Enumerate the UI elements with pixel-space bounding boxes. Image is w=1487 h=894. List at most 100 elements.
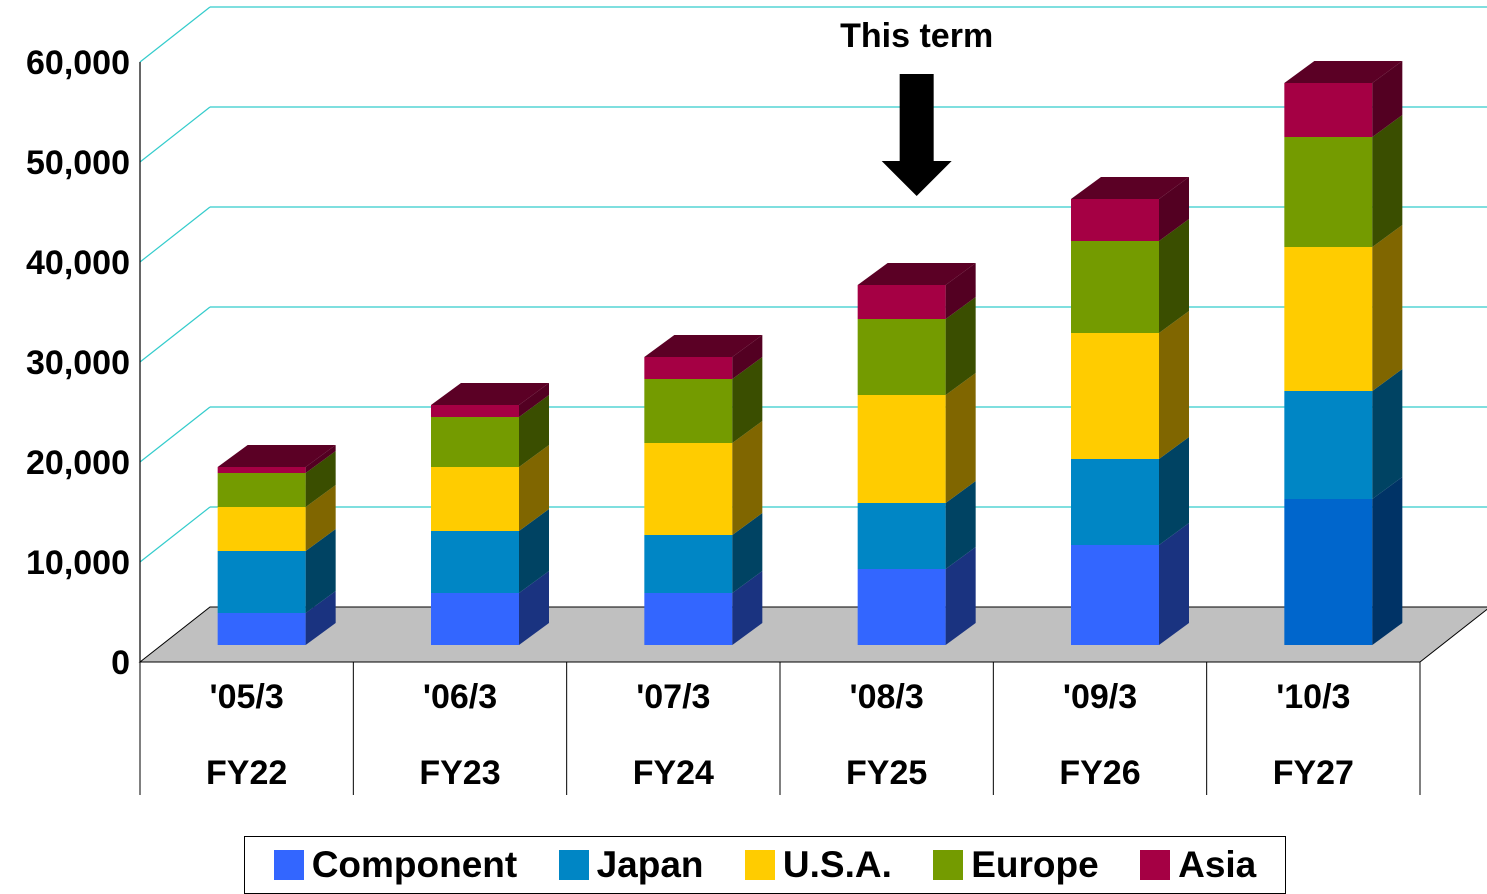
bar-front bbox=[644, 443, 733, 535]
gridline-side bbox=[139, 6, 211, 63]
bar-segment bbox=[644, 421, 763, 535]
bar-side bbox=[732, 571, 763, 645]
bar-front bbox=[431, 417, 519, 467]
legend-label: Component bbox=[311, 844, 518, 885]
bar-side bbox=[1372, 225, 1403, 391]
bar-front bbox=[1071, 241, 1159, 333]
annotation-label: This term bbox=[840, 17, 993, 55]
x-tick-label: '07/3 bbox=[636, 678, 710, 716]
bar-side bbox=[1372, 369, 1403, 499]
bar-front bbox=[1071, 333, 1159, 459]
bar-side bbox=[732, 513, 763, 593]
bar-side bbox=[1159, 177, 1189, 241]
bar-segment bbox=[1284, 477, 1403, 645]
bar-side bbox=[732, 357, 763, 443]
bar-side bbox=[305, 451, 336, 507]
x-tick-sublabel: FY22 bbox=[206, 754, 287, 792]
bar-front bbox=[1284, 247, 1373, 391]
legend-item: Component bbox=[273, 844, 518, 886]
annotation: This term bbox=[840, 17, 993, 196]
x-tick-label: '06/3 bbox=[423, 678, 497, 716]
y-axis: 0 10,000 20,000 30,000 40,000 50,000 60,000 bbox=[26, 44, 141, 682]
y-tick-label: 30,000 bbox=[26, 344, 130, 382]
bar-segment bbox=[431, 445, 549, 531]
bar-top bbox=[1071, 177, 1189, 199]
bar-front bbox=[1284, 391, 1373, 499]
bar-segment bbox=[1284, 61, 1403, 137]
bar-top bbox=[431, 383, 549, 405]
bar-front bbox=[857, 285, 946, 319]
bar-segment bbox=[1284, 115, 1403, 247]
bar-side bbox=[732, 335, 763, 379]
bar-segment bbox=[1284, 225, 1403, 391]
legend-label: Asia bbox=[1178, 844, 1257, 885]
bar-front bbox=[431, 531, 519, 593]
bar-segment bbox=[217, 529, 336, 613]
y-tick-label: 40,000 bbox=[26, 244, 130, 282]
bar-segment bbox=[1071, 219, 1189, 333]
bar-front bbox=[1284, 137, 1373, 247]
bar-segment bbox=[431, 571, 549, 645]
bar-segment bbox=[431, 395, 549, 467]
bar-side bbox=[1159, 311, 1189, 459]
bar-segment bbox=[431, 383, 549, 417]
legend-swatch bbox=[744, 850, 775, 880]
x-tick-label: '08/3 bbox=[850, 678, 924, 716]
bars-layer bbox=[217, 61, 1403, 645]
bar-side bbox=[1159, 437, 1189, 545]
legend-item: Europe bbox=[933, 844, 1099, 886]
gridline-side bbox=[139, 206, 211, 263]
x-axis: '05/3 FY22 '06/3 FY23 '07/3 FY24 '08/3 FY25 '09/… bbox=[139, 662, 1421, 795]
bar-top bbox=[217, 445, 336, 467]
legend-item: Asia bbox=[1140, 844, 1256, 886]
gridline-side bbox=[139, 406, 211, 463]
bar-side bbox=[1372, 477, 1403, 645]
bar-front bbox=[1284, 499, 1373, 645]
bar-segment bbox=[857, 481, 976, 569]
bar-front bbox=[217, 613, 306, 645]
bar-side bbox=[1372, 61, 1403, 137]
bar-front bbox=[644, 535, 733, 593]
legend-swatch bbox=[558, 850, 589, 880]
legend-label: Europe bbox=[971, 844, 1099, 885]
bar-front bbox=[431, 593, 519, 645]
y-tick-label: 10,000 bbox=[26, 544, 130, 582]
bar-segment bbox=[217, 451, 336, 507]
bar-segment bbox=[857, 547, 976, 645]
y-tick-label: 20,000 bbox=[26, 444, 130, 482]
bar-segment bbox=[644, 571, 763, 645]
bar-front bbox=[217, 507, 306, 551]
x-tick-sublabel: FY23 bbox=[419, 754, 500, 792]
bar-segment bbox=[857, 263, 976, 319]
x-tick-sublabel: FY24 bbox=[633, 754, 714, 792]
bar-front bbox=[1284, 83, 1373, 137]
bar-side bbox=[945, 373, 976, 503]
legend-label: U.S.A. bbox=[782, 844, 892, 885]
bar-top bbox=[1284, 61, 1403, 83]
bar-front bbox=[1071, 459, 1159, 545]
bar-side bbox=[945, 547, 976, 645]
grid-layer bbox=[139, 6, 1487, 563]
bar-segment bbox=[857, 373, 976, 503]
bar-side bbox=[1159, 523, 1189, 645]
x-tick-label: '10/3 bbox=[1276, 678, 1350, 716]
bar-front bbox=[217, 467, 306, 473]
bar-front bbox=[1071, 199, 1159, 241]
bar-side bbox=[519, 509, 549, 593]
bar-side bbox=[732, 421, 763, 535]
y-tick-label: 50,000 bbox=[26, 144, 130, 182]
legend-label: Japan bbox=[596, 844, 704, 885]
bar-front bbox=[431, 405, 519, 417]
x-tick-sublabel: FY27 bbox=[1273, 754, 1354, 792]
bar-side bbox=[1159, 219, 1189, 333]
bar-front bbox=[857, 569, 946, 645]
bar-side bbox=[1372, 115, 1403, 247]
down-arrow-icon bbox=[881, 74, 952, 196]
bar-segment bbox=[644, 513, 763, 593]
chart-plot: 0 10,000 20,000 30,000 40,000 50,000 60,000 '0… bbox=[26, 6, 1487, 795]
y-tick-label: 0 bbox=[111, 644, 130, 682]
bar-front bbox=[217, 551, 306, 613]
x-tick-label: '05/3 bbox=[210, 678, 284, 716]
bar-side bbox=[519, 445, 549, 531]
